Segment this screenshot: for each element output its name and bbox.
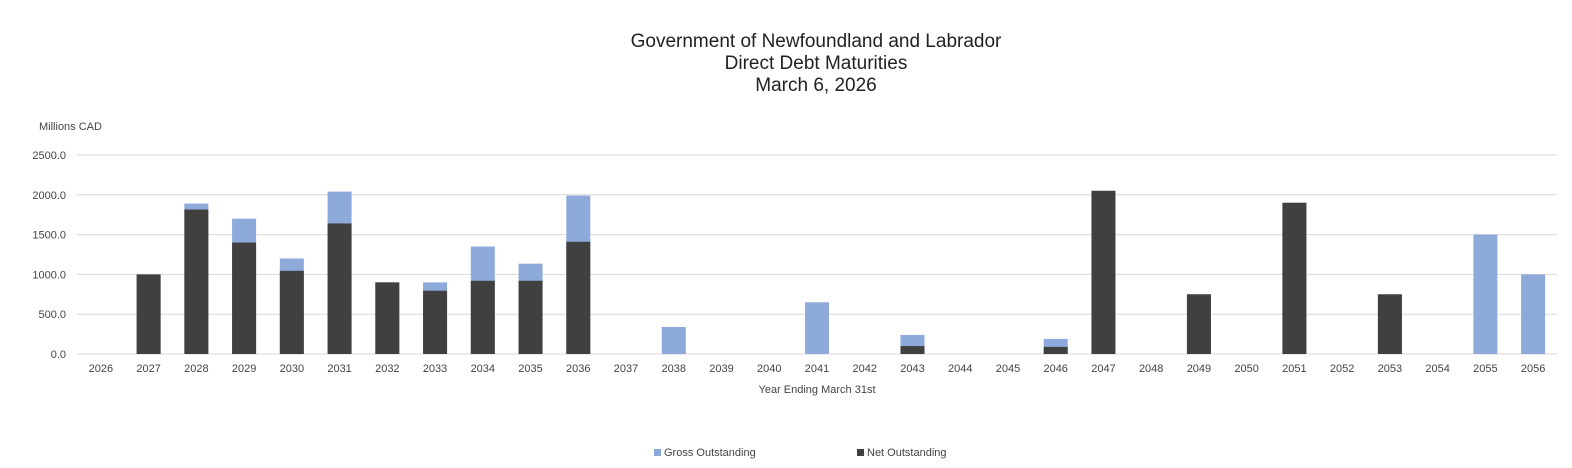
x-tick-label: 2029	[232, 363, 256, 375]
x-tick-label: 2051	[1282, 363, 1306, 375]
bar-net-outstanding-2043	[900, 346, 925, 354]
y-tick-label: 1000.0	[32, 269, 66, 281]
y-tick-label: 2000.0	[32, 190, 66, 202]
bar-net-outstanding-2032	[375, 282, 400, 354]
y-tick-label: 2500.0	[32, 150, 66, 162]
x-tick-label: 2045	[996, 363, 1020, 375]
x-tick-label: 2030	[280, 363, 304, 375]
bar-gross-outstanding-2056	[1521, 274, 1546, 354]
x-tick-label: 2053	[1378, 363, 1402, 375]
legend-swatch	[857, 449, 864, 456]
x-axis-label: Year Ending March 31st	[759, 384, 876, 396]
x-tick-label: 2043	[900, 363, 924, 375]
bar-net-outstanding-2049	[1186, 294, 1211, 354]
x-tick-label: 2035	[518, 363, 542, 375]
x-tick-label: 2047	[1091, 363, 1115, 375]
x-tick-label: 2042	[852, 363, 876, 375]
y-tick-label: 0.0	[51, 349, 66, 361]
chart-title-line1: Government of Newfoundland and Labrador	[630, 31, 1002, 52]
x-tick-label: 2031	[327, 363, 351, 375]
x-tick-label: 2036	[566, 363, 590, 375]
bar-net-outstanding-2051	[1282, 202, 1307, 354]
x-tick-label: 2049	[1187, 363, 1211, 375]
y-axis-label: Millions CAD	[39, 121, 102, 133]
x-tick-label: 2026	[89, 363, 113, 375]
bar-net-outstanding-2029	[232, 242, 257, 354]
bar-net-outstanding-2028	[184, 209, 209, 354]
legend-swatch	[654, 449, 661, 456]
bar-net-outstanding-2053	[1377, 294, 1402, 354]
x-tick-label: 2046	[1043, 363, 1067, 375]
x-tick-label: 2038	[662, 363, 686, 375]
x-tick-label: 2037	[614, 363, 638, 375]
y-tick-label: 500.0	[38, 309, 66, 321]
x-tick-label: 2050	[1234, 363, 1258, 375]
chart-title-line2: Direct Debt Maturities	[724, 53, 908, 74]
x-tick-label: 2048	[1139, 363, 1163, 375]
x-tick-label: 2028	[184, 363, 208, 375]
bar-net-outstanding-2046	[1043, 346, 1068, 354]
x-tick-label: 2039	[709, 363, 733, 375]
bar-net-outstanding-2036	[566, 241, 591, 354]
chart-title-line3: March 6, 2026	[755, 75, 877, 96]
x-tick-label: 2052	[1330, 363, 1354, 375]
x-tick-label: 2034	[471, 363, 495, 375]
bar-net-outstanding-2030	[279, 270, 304, 354]
bar-gross-outstanding-2041	[805, 302, 829, 354]
legend-label: Net Outstanding	[867, 447, 947, 459]
x-tick-label: 2032	[375, 363, 399, 375]
x-tick-label: 2041	[805, 363, 829, 375]
bar-net-outstanding-2033	[423, 290, 448, 354]
x-tick-label: 2044	[948, 363, 972, 375]
y-tick-label: 1500.0	[32, 230, 66, 242]
x-tick-label: 2054	[1425, 363, 1449, 375]
bar-gross-outstanding-2055	[1473, 234, 1498, 354]
bar-net-outstanding-2034	[470, 280, 495, 354]
bar-gross-outstanding-2038	[661, 326, 686, 354]
bar-net-outstanding-2031	[327, 223, 352, 354]
x-tick-label: 2033	[423, 363, 447, 375]
bar-net-outstanding-2035	[518, 280, 543, 354]
x-tick-label: 2056	[1521, 363, 1545, 375]
x-tick-label: 2027	[136, 363, 160, 375]
x-tick-label: 2040	[757, 363, 781, 375]
bar-net-outstanding-2027	[136, 274, 161, 354]
legend-label: Gross Outstanding	[664, 447, 756, 459]
x-tick-label: 2055	[1473, 363, 1497, 375]
bar-net-outstanding-2047	[1091, 190, 1116, 354]
